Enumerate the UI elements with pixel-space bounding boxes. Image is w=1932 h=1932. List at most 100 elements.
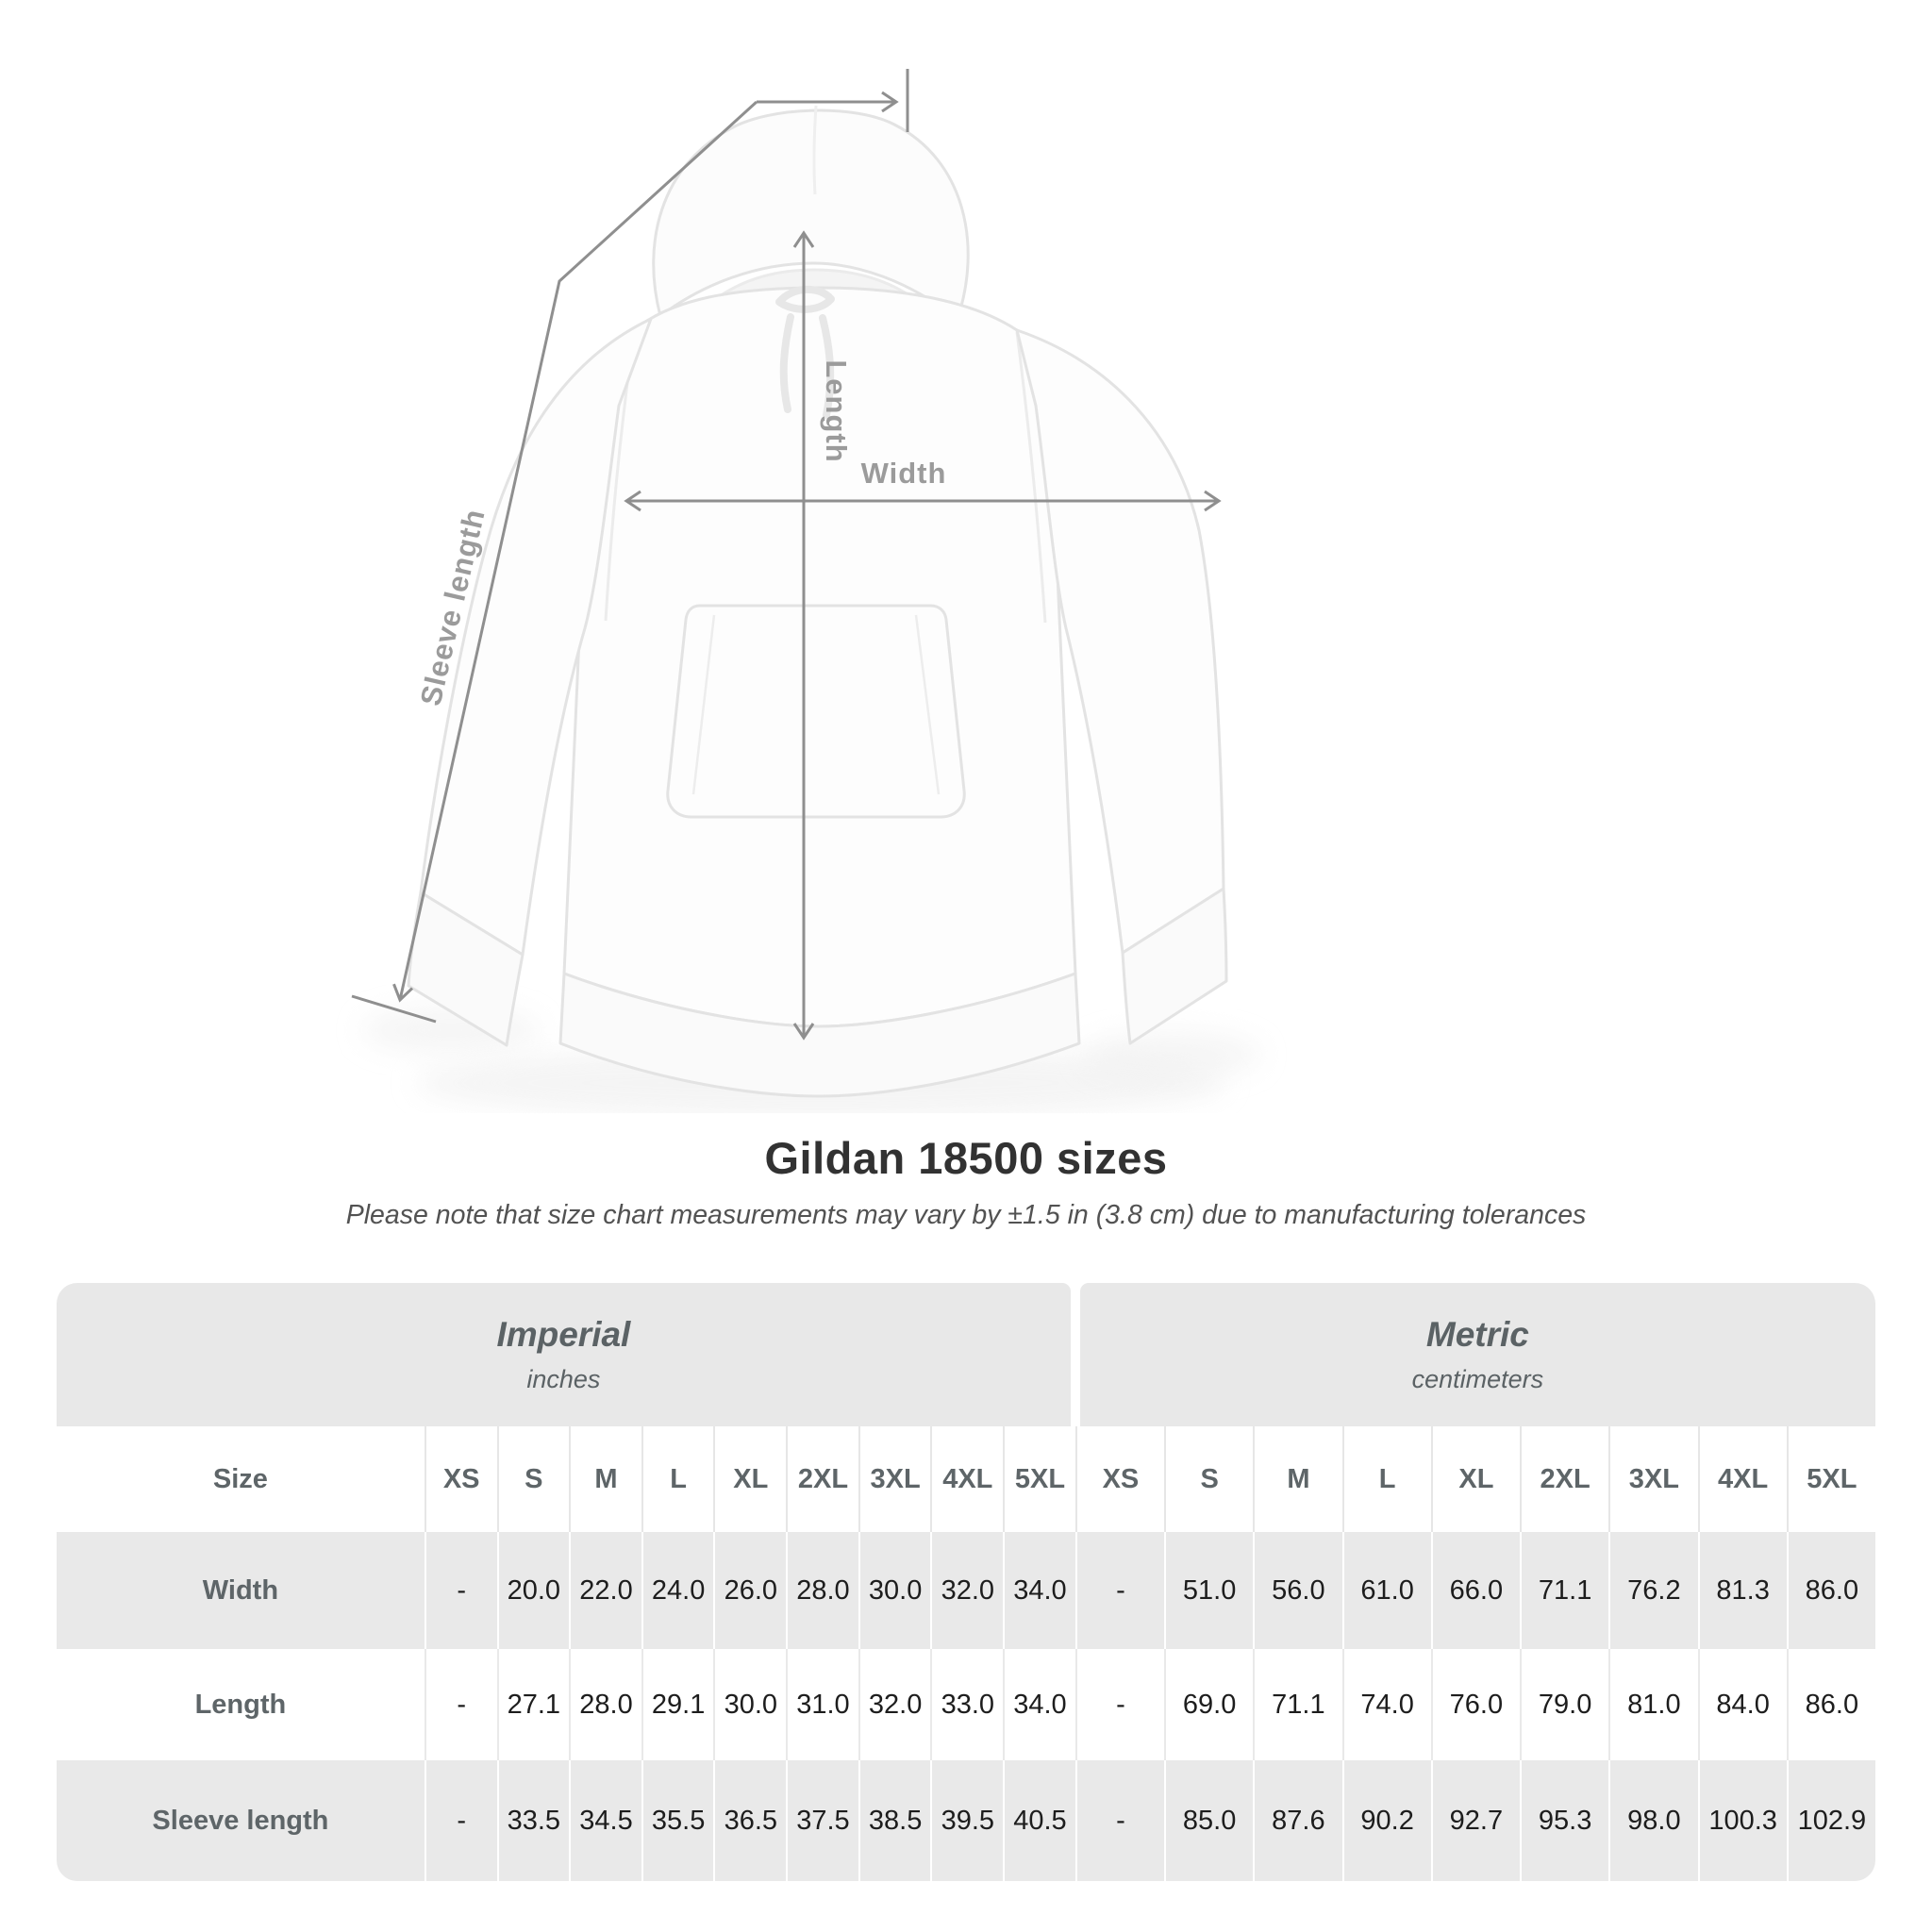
length-label: Length <box>820 359 853 462</box>
metric-label: Metric <box>1425 1315 1529 1354</box>
cell-width-imperial-3xl: 30.0 <box>858 1532 931 1649</box>
cell-sleeve-length-metric-l: 90.2 <box>1341 1760 1431 1881</box>
cell-length-imperial-3xl: 32.0 <box>858 1649 931 1760</box>
cell-length-imperial-m: 28.0 <box>569 1649 641 1760</box>
size-header-metric-2xl: 2XL <box>1520 1426 1608 1532</box>
hoodie-hem <box>558 972 1081 1098</box>
size-header-imperial-l: L <box>641 1426 714 1532</box>
cell-width-imperial-xs: - <box>424 1532 497 1649</box>
sleeve-measure-bottom-tick <box>351 994 437 1024</box>
size-header-metric-5xl: 5XL <box>1786 1426 1875 1532</box>
size-header-metric-xs: XS <box>1074 1426 1164 1532</box>
size-header-imperial-xs: XS <box>424 1426 497 1532</box>
size-header-imperial-xl: XL <box>713 1426 786 1532</box>
cell-width-metric-l: 61.0 <box>1341 1532 1431 1649</box>
cell-length-metric-xs: - <box>1074 1649 1164 1760</box>
cell-sleeve-length-metric-xl: 92.7 <box>1430 1760 1520 1881</box>
size-header-metric-4xl: 4XL <box>1697 1426 1787 1532</box>
size-header-metric-xl: XL <box>1430 1426 1520 1532</box>
cell-length-imperial-s: 27.1 <box>496 1649 570 1760</box>
tolerance-note: Please note that size chart measurements… <box>345 1200 1587 1230</box>
measurement-lines <box>351 69 1222 1041</box>
size-table-grid: Size XS S M L XL 2XL 3XL 4XL 5XL XS S M L XL 2XL 3XL 4XL 5… <box>57 1426 1875 1881</box>
cell-sleeve-length-imperial-2xl: 37.5 <box>786 1760 858 1881</box>
cell-sleeve-length-metric-5xl: 102.9 <box>1786 1760 1875 1881</box>
imperial-unit: inches <box>526 1365 601 1393</box>
cell-sleeve-length-imperial-5xl: 40.5 <box>1003 1760 1075 1881</box>
cell-width-metric-xl: 66.0 <box>1430 1532 1520 1649</box>
cell-length-imperial-5xl: 34.0 <box>1003 1649 1075 1760</box>
width-label: Width <box>861 457 947 490</box>
heading-block: Gildan 18500 sizes Please note that size… <box>0 1132 1932 1231</box>
hoodie-diagram-svg: Width Length Sleeve length <box>351 69 1261 1113</box>
imperial-label: Imperial <box>496 1315 631 1354</box>
cell-width-metric-4xl: 81.3 <box>1697 1532 1787 1649</box>
row-label-width: Width <box>202 1574 279 1606</box>
cell-width-metric-m: 56.0 <box>1253 1532 1341 1649</box>
cell-width-metric-s: 51.0 <box>1164 1532 1253 1649</box>
cell-length-metric-l: 74.0 <box>1341 1649 1431 1760</box>
page-title: Gildan 18500 sizes <box>764 1133 1168 1183</box>
size-header-metric-m: M <box>1253 1426 1341 1532</box>
cell-width-imperial-5xl: 34.0 <box>1003 1532 1075 1649</box>
cell-length-metric-s: 69.0 <box>1164 1649 1253 1760</box>
size-header-row: Size XS S M L XL 2XL 3XL 4XL 5XL XS S M L XL 2XL 3XL 4XL 5… <box>57 1426 1875 1532</box>
table-row-sleeve-length: Sleeve length -33.5 34.5 35.5 36.5 37.5 38.5 39… <box>57 1760 1875 1881</box>
cell-width-imperial-s: 20.0 <box>496 1532 570 1649</box>
size-header-metric-l: L <box>1341 1426 1431 1532</box>
cell-length-metric-2xl: 79.0 <box>1520 1649 1608 1760</box>
cell-sleeve-length-metric-s: 85.0 <box>1164 1760 1253 1881</box>
cell-sleeve-length-metric-xs: - <box>1074 1760 1164 1881</box>
table-row-width: Width -20.0 22.0 24.0 26.0 28.0 30.0 32.0 34.0-5… <box>57 1532 1875 1649</box>
cell-sleeve-length-imperial-3xl: 38.5 <box>858 1760 931 1881</box>
unit-group-row: Imperial inches Metric centimeters <box>57 1283 1875 1426</box>
cell-width-imperial-xl: 26.0 <box>713 1532 786 1649</box>
hoodie-illustration <box>407 105 1228 1098</box>
row-label-sleeve-length: Sleeve length <box>152 1805 329 1836</box>
cell-width-metric-2xl: 71.1 <box>1520 1532 1608 1649</box>
cell-width-metric-xs: - <box>1074 1532 1164 1649</box>
cell-sleeve-length-imperial-l: 35.5 <box>641 1760 714 1881</box>
cell-length-metric-3xl: 81.0 <box>1608 1649 1697 1760</box>
row-label-length: Length <box>194 1689 287 1720</box>
cell-sleeve-length-metric-m: 87.6 <box>1253 1760 1341 1881</box>
cell-width-imperial-l: 24.0 <box>641 1532 714 1649</box>
size-header-imperial-s: S <box>496 1426 570 1532</box>
unit-group-metric: Metric centimeters <box>1079 1283 1875 1426</box>
cell-sleeve-length-imperial-s: 33.5 <box>496 1760 570 1881</box>
cell-length-metric-m: 71.1 <box>1253 1649 1341 1760</box>
cell-width-imperial-4xl: 32.0 <box>930 1532 1003 1649</box>
size-table: Imperial inches Metric centimeters Size X… <box>57 1283 1875 1881</box>
hoodie-pocket <box>666 604 966 819</box>
cell-length-metric-xl: 76.0 <box>1430 1649 1520 1760</box>
size-column-header: Size <box>212 1463 268 1494</box>
size-header-imperial-2xl: 2XL <box>786 1426 858 1532</box>
cell-length-metric-5xl: 86.0 <box>1786 1649 1875 1760</box>
cell-width-imperial-m: 22.0 <box>569 1532 641 1649</box>
size-header-metric-s: S <box>1164 1426 1253 1532</box>
unit-group-imperial: Imperial inches <box>57 1283 1071 1426</box>
cell-length-imperial-2xl: 31.0 <box>786 1649 858 1760</box>
size-header-imperial-5xl: 5XL <box>1003 1426 1075 1532</box>
cell-length-metric-4xl: 84.0 <box>1697 1649 1787 1760</box>
cell-sleeve-length-imperial-xl: 36.5 <box>713 1760 786 1881</box>
cell-length-imperial-xl: 30.0 <box>713 1649 786 1760</box>
sleeve-measure-line <box>392 100 758 1003</box>
cell-width-metric-5xl: 86.0 <box>1786 1532 1875 1649</box>
size-header-imperial-4xl: 4XL <box>930 1426 1003 1532</box>
size-header-imperial-m: M <box>569 1426 641 1532</box>
cell-sleeve-length-imperial-4xl: 39.5 <box>930 1760 1003 1881</box>
cell-sleeve-length-imperial-xs: - <box>424 1760 497 1881</box>
size-header-metric-3xl: 3XL <box>1608 1426 1697 1532</box>
cell-sleeve-length-metric-2xl: 95.3 <box>1520 1760 1608 1881</box>
hoodie-measurement-diagram: Width Length Sleeve length <box>351 69 1261 1113</box>
metric-unit: centimeters <box>1411 1365 1544 1393</box>
cell-width-imperial-2xl: 28.0 <box>786 1532 858 1649</box>
cell-sleeve-length-metric-4xl: 100.3 <box>1697 1760 1787 1881</box>
cell-length-imperial-4xl: 33.0 <box>930 1649 1003 1760</box>
cell-width-metric-3xl: 76.2 <box>1608 1532 1697 1649</box>
size-header-imperial-3xl: 3XL <box>858 1426 931 1532</box>
cell-length-imperial-l: 29.1 <box>641 1649 714 1760</box>
cell-sleeve-length-imperial-m: 34.5 <box>569 1760 641 1881</box>
cell-sleeve-length-metric-3xl: 98.0 <box>1608 1760 1697 1881</box>
